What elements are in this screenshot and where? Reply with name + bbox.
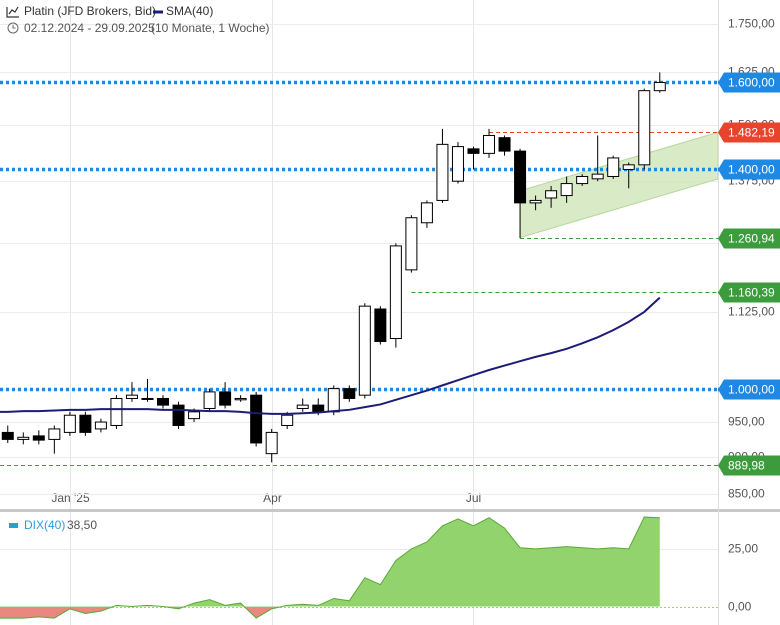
period: (10 Monate, 1 Woche) [151,21,270,35]
candle-body [172,404,185,426]
candle-body [48,428,61,440]
level-label-box [718,379,780,400]
level-labels: 1.600,00 1.482,19 1.400,00 1.260,94 1.160,39… [718,72,780,476]
candle-body [234,397,247,401]
level-label-box [718,159,780,180]
candle-body [389,245,402,340]
level-label-box [718,122,780,143]
candle-body [420,202,433,224]
sma-line [0,296,661,415]
candle-body [157,397,170,406]
candle-body [296,404,309,409]
candle-body [219,391,232,406]
candle-body [250,394,263,444]
candle-body [514,150,527,204]
candle-body [63,414,76,433]
legend-label: DIX(40) [24,518,65,532]
candle-body [1,431,14,440]
candle-body [560,183,573,197]
candle-body [374,308,387,343]
y-tick-label: 1.750,00 [728,17,775,31]
header: Platin (JFD Brokers, Bid) SMA(40) 02.12.… [6,4,270,35]
area-negative [0,607,281,619]
candle-body [451,146,464,182]
candle-body [467,148,480,154]
candle-body [622,164,635,170]
y-tick-label: 0,00 [728,600,752,614]
candle-body [607,157,620,177]
level-label-box [718,282,780,303]
y-tick-label: 950,00 [728,415,765,429]
candle-body [343,388,356,399]
x-tick-label: Jan '25 [51,491,90,505]
indicator-panel: 0,00 25,00 [0,512,758,625]
candle-body [327,388,340,413]
candle-body [498,137,511,152]
candle-body [576,175,589,185]
candle-body [405,217,418,271]
level-label-box [718,455,780,476]
area-positive [0,517,660,607]
level-label: 1.482,19 [728,126,775,140]
price-panel: Jan '25AprJul850,00900,00950,001.000,001… [0,0,775,510]
indicator-line [0,516,660,619]
candle-body [436,143,449,201]
candle-body [653,81,666,92]
candle-body [638,90,651,166]
level-label: 889,98 [728,459,765,473]
legend-label: SMA(40) [166,4,213,18]
candle-body [141,397,154,400]
y-tick-label: 850,00 [728,487,765,501]
candle-body [483,134,496,154]
candle-body [529,199,542,204]
candle-body [125,394,138,399]
candle-body [281,414,294,426]
chart-icon [6,6,19,18]
candle-body [591,173,604,180]
legend-swatch [9,523,18,528]
x-tick-label: Apr [263,491,282,505]
candle-body [94,421,107,430]
current-value: 38,50 [67,518,97,532]
level-label-box [718,72,780,93]
level-label: 1.160,39 [728,286,775,300]
candle-body [188,411,201,420]
chart-title: Platin (JFD Brokers, Bid) [24,4,156,18]
candle-body [312,404,325,413]
candle-body [17,436,30,440]
chart-subtitle: 02.12.2024 - 29.09.2025 [24,21,155,35]
x-tick-label: Jul [466,491,481,505]
candle-body [545,190,558,199]
level-label: 1.260,94 [728,232,775,246]
candle-body [32,435,45,441]
y-tick-label: 1.125,00 [728,305,775,319]
clock-hand [12,25,16,29]
clock-icon [7,22,19,34]
candle-body [79,414,92,433]
candle-body [358,305,371,396]
indicator-legend: DIX(40) 38,50 [9,518,97,532]
level-label: 1.000,00 [728,383,775,397]
candle-body [265,431,278,455]
level-label: 1.400,00 [728,163,775,177]
candle-body [110,397,123,426]
level-label-box [718,228,780,249]
y-tick-label: 25,00 [728,542,758,556]
candle-body [203,391,216,409]
level-label: 1.600,00 [728,76,775,90]
